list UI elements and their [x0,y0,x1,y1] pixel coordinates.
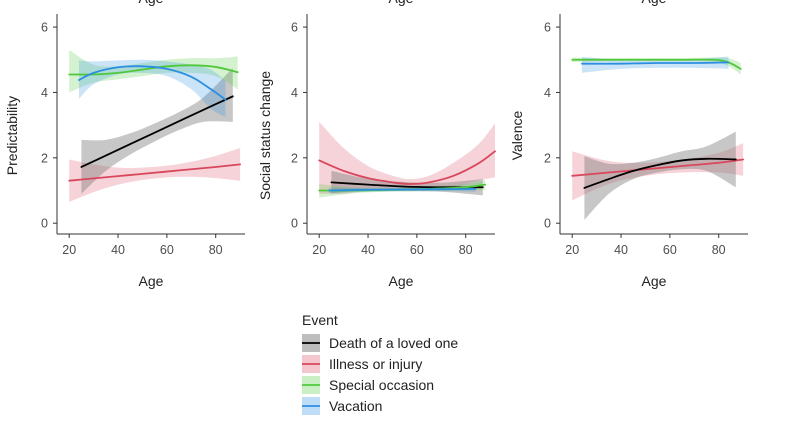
ribbons-layer [572,56,744,220]
y-tick-label: 2 [41,151,48,165]
y-tick-label: 2 [291,151,298,165]
y-tick-label: 0 [41,217,48,231]
series-line-illness-or-injury [68,163,242,182]
panel-social-status-change: Age 0 2 4 6 20 40 60 80 Age Social status change [257,0,496,289]
y-tick-label: 2 [544,151,551,165]
lines-layer [68,64,242,182]
y-tick-label: 0 [544,217,551,231]
x-tick-label: 20 [62,243,76,257]
y-axis-title: Valence [509,111,525,161]
x-tick-label: 60 [160,243,174,257]
ribbon-special-occasion [69,49,238,93]
legend: Event Death of a loved one Illness or inju… [302,312,458,415]
y-axis-title: Predictability [4,96,20,175]
panel-valence: Age 0 2 4 6 20 40 60 80 Age Valence [509,0,748,289]
panel-predictability: Age 0 2 4 6 20 40 60 80 Age Predictability [4,0,245,289]
y-tick-label: 6 [544,21,551,35]
series-line-vacation [78,65,227,101]
x-tick-label: 40 [614,243,628,257]
series-line-death-of-a-loved-one [80,95,234,168]
series-line-vacation [328,187,477,192]
top-cropped-age-label: Age [139,0,164,6]
x-tick-label: 40 [361,243,375,257]
ribbon-illness-or-injury [69,148,241,202]
series-line-illness-or-injury [318,150,496,185]
top-cropped-age-label: Age [389,0,414,6]
y-tick-label: 4 [291,86,298,100]
x-axis-title: Age [642,273,667,289]
x-tick-label: 80 [712,243,726,257]
y-tick-label: 6 [291,21,298,35]
y-axis-title: Social status change [257,71,273,200]
ribbon-illness-or-injury [572,143,744,201]
legend-label-special-occasion: Special occasion [329,377,434,393]
x-axis-title: Age [139,273,164,289]
x-tick-label: 60 [410,243,424,257]
x-tick-label: 80 [459,243,473,257]
y-tick-label: 0 [291,217,298,231]
legend-label-death-of-a-loved-one: Death of a loved one [329,335,458,351]
x-axis-title: Age [389,273,414,289]
x-tick-label: 40 [111,243,125,257]
legend-label-vacation: Vacation [329,398,382,414]
legend-label-illness-or-injury: Illness or injury [329,356,422,372]
y-tick-label: 4 [544,86,551,100]
lines-layer [318,150,496,192]
y-tick-label: 6 [41,21,48,35]
top-cropped-age-label: Age [642,0,667,6]
x-tick-label: 20 [565,243,579,257]
x-tick-label: 80 [209,243,223,257]
y-tick-label: 4 [41,86,48,100]
lines-layer [571,58,745,189]
series-line-death-of-a-loved-one [583,157,737,189]
series-line-illness-or-injury [571,158,745,177]
series-line-vacation [581,61,730,65]
x-tick-label: 60 [663,243,677,257]
ribbon-vacation [78,59,226,117]
legend-title: Event [302,312,338,328]
ribbon-death-of-a-loved-one [584,131,736,220]
x-tick-label: 20 [312,243,326,257]
